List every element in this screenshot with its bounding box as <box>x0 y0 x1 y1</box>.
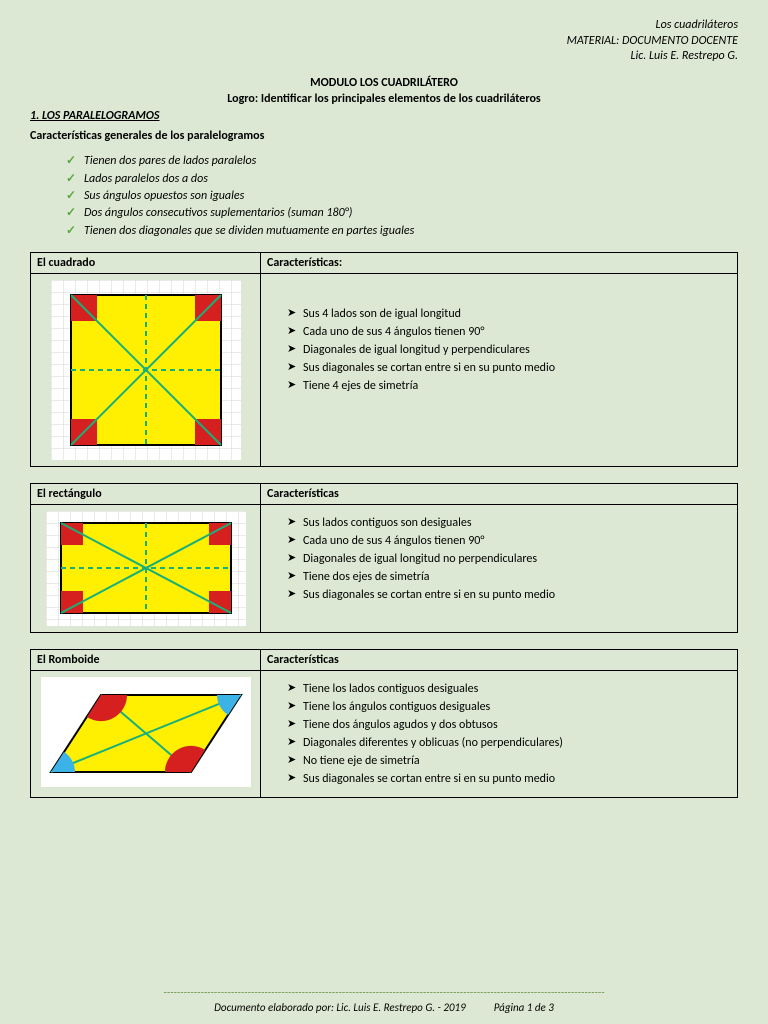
list-item: Dos ángulos consecutivos suplementarios … <box>66 205 510 222</box>
page-footer: ----------------------------------------… <box>30 986 738 1014</box>
module-title: MODULO LOS CUADRILÁTERO <box>30 75 738 91</box>
shape-name: El cuadrado <box>31 253 261 274</box>
header-line-3: Lic. Luis E. Restrepo G. <box>30 49 738 65</box>
header-line-1: Los cuadriláteros <box>30 18 738 34</box>
list-item: Sus 4 lados son de igual longitud <box>287 305 729 323</box>
rhomboid-characteristics: Tiene los lados contiguos desiguales Tie… <box>261 671 738 798</box>
rectangle-characteristics: Sus lados contiguos son desiguales Cada … <box>261 505 738 633</box>
square-characteristics: Sus 4 lados son de igual longitud Cada u… <box>261 274 738 467</box>
module-subtitle: Logro: Identificar los principales eleme… <box>30 91 738 107</box>
list-item: Diagonales de igual longitud no perpendi… <box>287 550 729 568</box>
rectangle-diagram-icon <box>46 511 246 626</box>
footer-page: Página 1 de 3 <box>494 1001 554 1014</box>
title-block: MODULO LOS CUADRILÁTERO Logro: Identific… <box>30 75 738 107</box>
list-item: Tiene dos ángulos agudos y dos obtusos <box>287 716 729 734</box>
list-item: Diagonales de igual longitud y perpendic… <box>287 341 729 359</box>
square-diagram-icon <box>51 280 241 460</box>
square-table: El cuadrado Características: <box>30 252 738 467</box>
rhomboid-diagram-icon <box>41 677 251 787</box>
list-item: Sus diagonales se cortan entre si en su … <box>287 770 729 788</box>
list-item: Lados paralelos dos a dos <box>66 171 510 188</box>
rectangle-diagram-cell <box>31 505 261 633</box>
rectangle-table: El rectángulo Características <box>30 483 738 633</box>
list-item: No tiene eje de simetría <box>287 752 729 770</box>
char-label: Características: <box>261 253 738 274</box>
section-subheading: Características generales de los paralel… <box>30 129 738 143</box>
list-item: Sus ángulos opuestos son iguales <box>66 188 510 205</box>
list-item: Tienen dos diagonales que se dividen mut… <box>66 223 510 240</box>
list-item: Tienen dos pares de lados paralelos <box>66 153 510 170</box>
rhomboid-diagram-cell <box>31 671 261 798</box>
list-item: Sus lados contiguos son desiguales <box>287 514 729 532</box>
list-item: Diagonales diferentes y oblicuas (no per… <box>287 734 729 752</box>
square-diagram-cell <box>31 274 261 467</box>
header-line-2: MATERIAL: DOCUMENTO DOCENTE <box>30 34 738 50</box>
char-label: Características <box>261 650 738 671</box>
general-characteristics-list: Tienen dos pares de lados paralelos Lado… <box>30 153 510 240</box>
rhomboid-table: El Romboide Características Tiene los <box>30 649 738 798</box>
header-meta: Los cuadriláteros MATERIAL: DOCUMENTO DO… <box>30 18 738 65</box>
list-item: Tiene los lados contiguos desiguales <box>287 680 729 698</box>
list-item: Sus diagonales se cortan entre si en su … <box>287 586 729 604</box>
footer-author: Documento elaborado por: Lic. Luis E. Re… <box>214 1001 466 1014</box>
section-heading: 1. LOS PARALELOGRAMOS <box>30 109 738 123</box>
list-item: Cada uno de sus 4 ángulos tienen 90° <box>287 532 729 550</box>
shape-name: El rectángulo <box>31 484 261 505</box>
shape-name: El Romboide <box>31 650 261 671</box>
list-item: Tiene 4 ejes de simetría <box>287 377 729 395</box>
char-label: Características <box>261 484 738 505</box>
list-item: Sus diagonales se cortan entre si en su … <box>287 359 729 377</box>
list-item: Cada uno de sus 4 ángulos tienen 90° <box>287 323 729 341</box>
list-item: Tiene los ángulos contiguos desiguales <box>287 698 729 716</box>
footer-divider: ----------------------------------------… <box>30 986 738 999</box>
list-item: Tiene dos ejes de simetría <box>287 568 729 586</box>
